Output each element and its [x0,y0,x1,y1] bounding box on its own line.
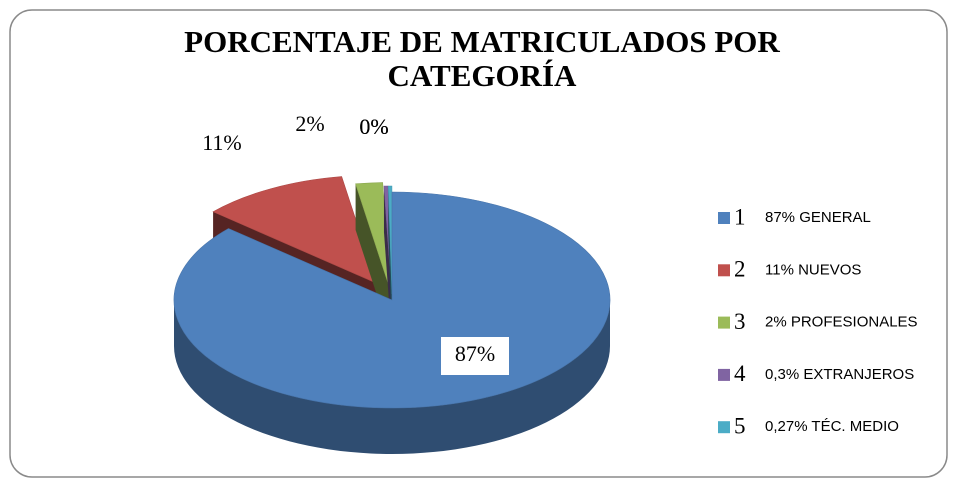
legend-label: 87% GENERAL [765,209,871,226]
slice-top [355,182,391,291]
legend-label: 2% PROFESIONALES [765,314,918,331]
label-box [441,337,509,375]
legend-swatch [718,368,730,381]
legend-number: 3 [734,309,746,334]
chart-title: CATEGORÍA [388,58,578,93]
legend-label: 11% NUEVOS [765,261,861,278]
data-label: 2% [295,111,324,136]
slice-wall [174,300,610,454]
data-label: 0% [359,114,388,139]
chart-title: PORCENTAJE DE MATRICULADOS POR [184,24,780,59]
data-label: 87% [455,341,495,366]
legend-number: 1 [734,204,746,229]
legend-swatch [718,421,730,434]
legend-number: 2 [734,257,746,282]
slice-top [212,176,378,284]
legend-swatch [718,264,730,277]
legend-number: 4 [734,361,746,386]
legend-swatch [718,316,730,329]
data-label: 11% [202,130,242,155]
legend-swatch [718,212,730,224]
data-label: 0% [359,114,388,139]
legend-number: 5 [734,413,746,438]
legend-label: 0,27% TÉC. MEDIO [765,418,899,435]
slice-top [387,185,393,295]
legend-label: 0,3% EXTRANJEROS [765,366,914,383]
